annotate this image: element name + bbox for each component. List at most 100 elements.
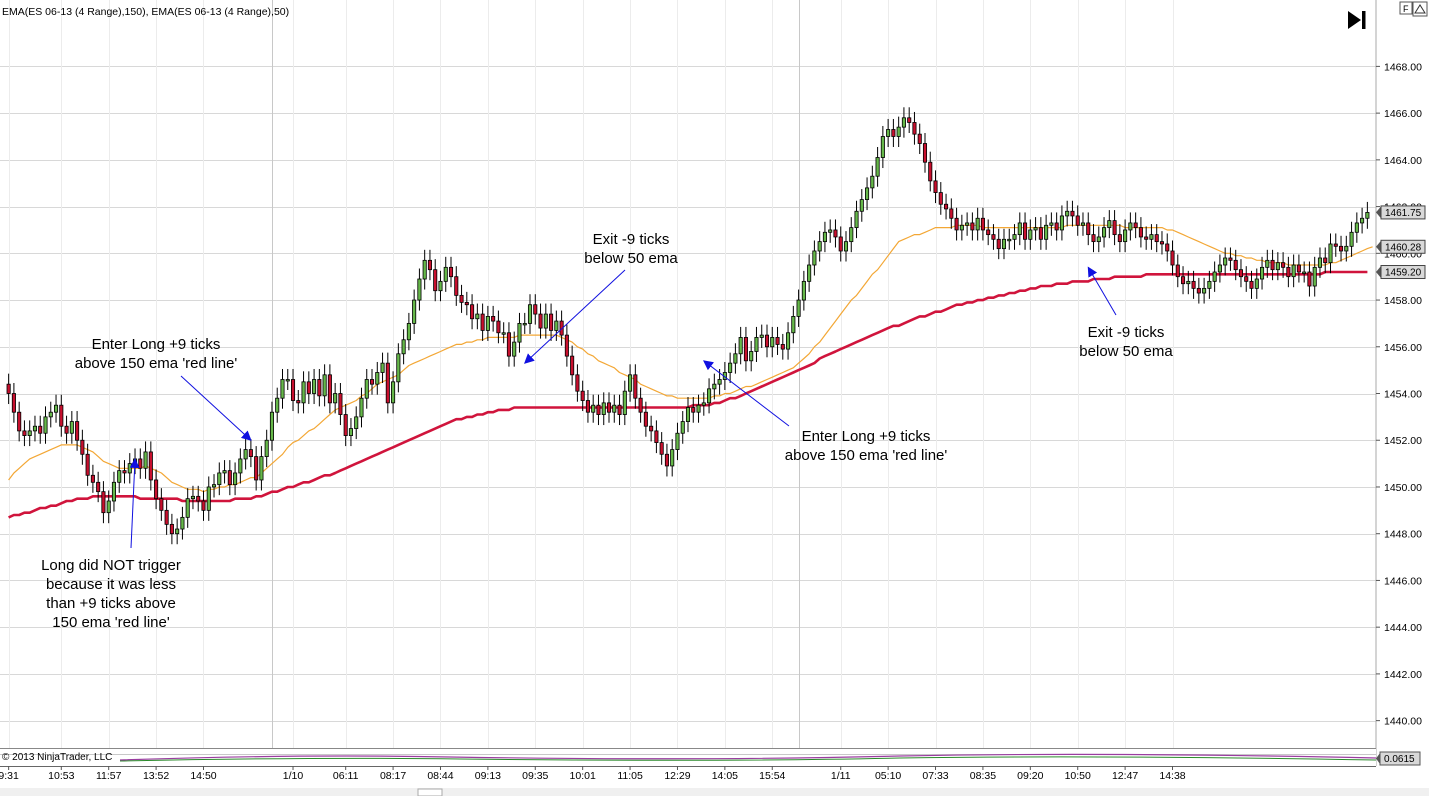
up-candle [1275,262,1280,271]
down-candle [38,425,43,434]
down-candle [80,439,85,455]
collapse-up-icon[interactable] [1412,1,1428,17]
up-candle [1017,222,1022,236]
price-badge [1380,239,1426,254]
down-candle [1154,234,1159,243]
up-candle [1217,264,1222,273]
down-candle [196,495,201,502]
down-candle [954,217,959,231]
down-candle [369,379,375,385]
down-candle [1038,227,1043,240]
badge-pointer [1376,206,1381,219]
candlestick-series [6,107,1370,545]
up-candle [1354,222,1359,233]
up-candle [1149,234,1154,240]
down-candle [164,509,169,525]
up-candle [1349,231,1354,247]
x-tick-label: 1/10 [283,770,304,782]
down-candle [1075,215,1080,226]
up-candle [591,404,596,413]
y-tick-label: 1440.00 [1384,716,1422,728]
down-candle [122,470,127,474]
annotation-text: 150 ema 'red line' [52,614,170,631]
down-candle [944,203,949,210]
properties-box[interactable]: F [1399,1,1413,15]
down-candle [659,442,664,455]
up-candle [185,498,190,518]
up-candle [222,470,227,474]
down-candle [1339,245,1344,252]
down-candle [638,397,643,413]
down-candle [780,344,785,350]
down-candle [907,117,912,123]
y-tick-label: 1444.00 [1384,622,1422,634]
down-candle [433,269,438,292]
down-candle [596,404,601,415]
up-candle [1302,271,1307,274]
up-candle [48,411,53,418]
up-candle [1049,222,1054,226]
y-tick-label: 1464.00 [1384,155,1422,167]
up-candle [701,402,706,406]
down-candle [1228,257,1233,261]
up-candle [685,407,691,422]
x-tick-label: 1/11 [831,770,851,782]
down-candle [933,180,938,193]
down-candle [1023,222,1028,240]
indicator-panel [0,748,1376,766]
annotation-text: below 50 ema [584,250,678,267]
down-candle [649,425,654,432]
down-candle [775,337,780,345]
up-candle [375,372,380,385]
annotation-text: above 150 ema 'red line' [785,447,948,464]
horizontal-scrollbar[interactable] [0,788,1429,796]
up-candle [1012,234,1017,240]
up-candle [233,472,238,486]
x-tick-label: 14:38 [1159,770,1185,782]
up-candle [285,379,290,382]
up-candle [1107,220,1112,229]
x-tick-label: 11:57 [96,770,122,782]
up-candle [522,323,527,326]
scrollbar-thumb[interactable] [417,788,443,796]
x-tick-label: 13:52 [143,770,169,782]
down-candle [1181,276,1186,285]
x-tick-label: 9:31 [0,770,19,782]
up-candle [527,304,533,324]
down-candle [912,122,917,135]
up-candle [238,458,243,474]
down-candle [538,313,543,329]
up-candle [675,432,680,450]
down-candle [1281,262,1286,268]
up-candle [865,187,870,200]
down-candle [1296,264,1301,273]
down-candle [891,129,896,137]
down-candle [480,313,485,331]
down-candle [64,425,69,434]
up-candle [1102,227,1107,238]
up-candle [117,470,122,483]
down-candle [743,337,748,362]
down-candle [464,301,469,306]
x-tick-label: 05:10 [875,770,901,782]
down-candle [96,481,101,493]
y-tick-label: 1468.00 [1384,61,1422,73]
up-candle [817,241,822,252]
up-candle [106,500,111,514]
up-candle [801,280,806,301]
down-candle [1286,266,1291,278]
up-candle [111,481,116,502]
skip-to-end-icon[interactable] [1348,11,1366,29]
down-candle [159,498,164,511]
up-candle [1265,259,1270,268]
up-candle [217,472,222,486]
down-candle [580,390,585,401]
up-candle [406,323,411,341]
up-candle [1365,212,1370,219]
x-tick-label: 10:50 [1065,770,1091,782]
up-candle [965,222,970,226]
indicator-label: EMA(ES 06-13 (4 Range),150), EMA(ES 06-1… [2,6,289,18]
x-tick-label: 09:35 [522,770,548,782]
down-candle [1238,269,1244,278]
